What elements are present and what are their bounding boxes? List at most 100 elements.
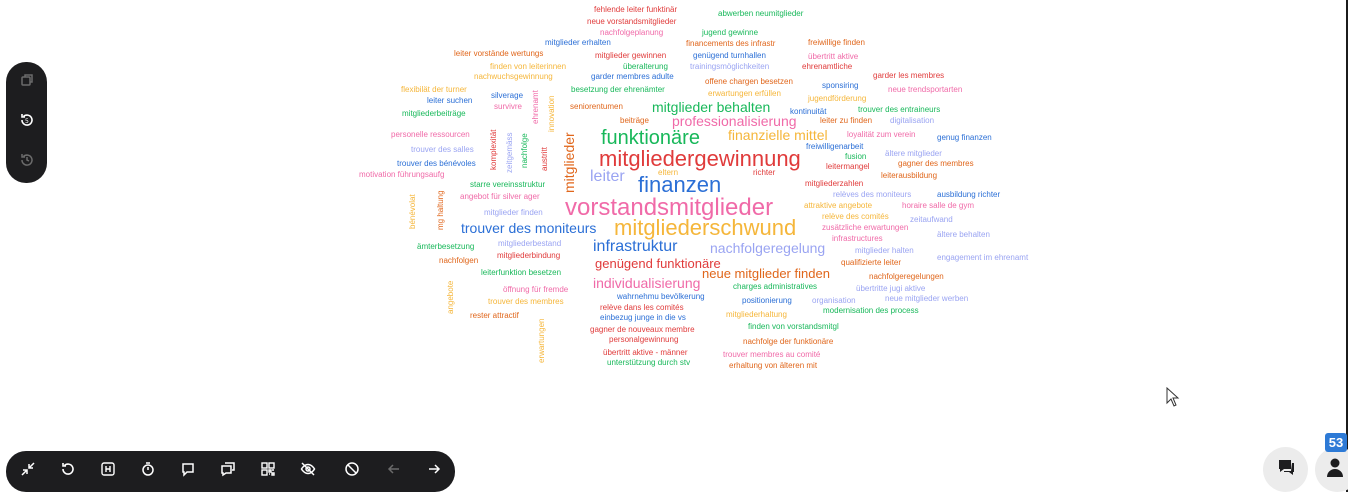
- vertical-cloud-word: mg haltung: [436, 190, 445, 230]
- cloud-word: loyalität zum verein: [847, 130, 916, 139]
- cloud-word: qualifizierte leiter: [841, 258, 902, 267]
- replay-icon: 5: [19, 112, 35, 133]
- cloud-word: mitglieder halten: [855, 246, 914, 255]
- vertical-cloud-word: bénévolat: [408, 194, 417, 229]
- cloud-word: genügend turnhallen: [693, 51, 766, 60]
- cloud-word: mitgliederbindung: [497, 251, 561, 260]
- cloud-word: übertritt aktive: [808, 52, 859, 61]
- cloud-word: trouver des salles: [411, 145, 474, 154]
- cloud-word: personelle ressourcen: [391, 130, 470, 139]
- cloud-word: beiträge: [620, 116, 649, 125]
- cloud-word: trouver des bénévoles: [397, 159, 476, 168]
- mouse-cursor-icon: [1166, 387, 1180, 407]
- cloud-word: mitglieder finden: [484, 208, 543, 217]
- cloud-word: leiter: [590, 168, 625, 185]
- cloud-word: erwartungen erfüllen: [708, 89, 781, 98]
- cloud-word: leiterfunktion besetzen: [481, 268, 562, 277]
- cloud-word: mitgliederschwund: [614, 215, 797, 240]
- cloud-word: starre vereinsstruktur: [470, 180, 546, 189]
- cloud-word: finden von vorstandsmitgl: [748, 322, 839, 331]
- qr-code-icon: [260, 461, 276, 482]
- cloud-word: individualisierung: [593, 275, 701, 291]
- cloud-word: mitgliederhaltung: [726, 310, 787, 319]
- cloud-word: gagner de nouveaux membre: [590, 325, 695, 334]
- cloud-word: personalgewinnung: [609, 335, 679, 344]
- layers-icon: [19, 72, 35, 93]
- comment-icon: [180, 461, 196, 482]
- collapse-icon: [20, 461, 36, 482]
- previous-button[interactable]: [382, 459, 406, 483]
- cloud-word: sponsiring: [822, 81, 859, 90]
- cloud-word: freiwilligenarbeit: [806, 142, 864, 151]
- vertical-cloud-word: angebote: [446, 280, 455, 314]
- participants-button[interactable]: [1315, 447, 1348, 492]
- cloud-word: finanzielle mittel: [728, 127, 828, 143]
- cloud-word: modernisation des process: [823, 306, 919, 315]
- cloud-word: survivre: [494, 102, 523, 111]
- block-button[interactable]: [340, 459, 364, 483]
- cloud-word: garder membres adulte: [591, 72, 674, 81]
- cloud-word: leiter suchen: [427, 96, 473, 105]
- cloud-word: ausbildung richter: [937, 190, 1001, 199]
- cloud-word: seniorentumen: [570, 102, 623, 111]
- cloud-word: ältere mitglieder: [885, 149, 942, 158]
- bottom-toolbar: [6, 451, 455, 492]
- cloud-word: nachfolgeplanung: [600, 28, 664, 37]
- vertical-cloud-word: ehrenamt: [531, 90, 540, 124]
- layers-button[interactable]: [14, 70, 39, 95]
- heading-button[interactable]: [96, 459, 120, 483]
- history-icon: [19, 152, 35, 173]
- timer-button[interactable]: [136, 459, 160, 483]
- replay-icon: [60, 461, 76, 482]
- vertical-cloud-word: erwartungen: [537, 318, 546, 363]
- cloud-word: finden von leiterinnen: [490, 62, 567, 71]
- cloud-word: leiter vorstände wertungs: [454, 49, 544, 58]
- cloud-word: leiterausbildung: [881, 171, 938, 180]
- arrow-right-icon: [426, 461, 442, 482]
- cloud-word: freiwillige finden: [808, 38, 865, 47]
- cloud-word: kontinuität: [790, 107, 827, 116]
- cloud-word: infrastruktur: [593, 238, 678, 255]
- cloud-word: trainingsmöglichkeiten: [690, 62, 770, 71]
- replay-toolbar-button[interactable]: [56, 459, 80, 483]
- cloud-word: silverage: [491, 91, 524, 100]
- chat-icon: [1275, 457, 1297, 482]
- cloud-word: charges administratives: [733, 282, 818, 291]
- cloud-word: relève des comités: [822, 212, 889, 221]
- cloud-word: trouver membres au comité: [723, 350, 821, 359]
- cloud-word: leiter zu finden: [820, 116, 873, 125]
- cloud-word: nachwuchsgewinnung: [474, 72, 553, 81]
- cloud-word: nachfolge der funktionäre: [743, 337, 834, 346]
- cloud-word: garder les membres: [873, 71, 945, 80]
- replay-button[interactable]: 5: [14, 110, 39, 135]
- cloud-word: zeitaufwand: [910, 215, 953, 224]
- svg-text:5: 5: [25, 118, 29, 125]
- cloud-word: finanzen: [638, 172, 722, 197]
- cloud-word: trouver des moniteurs: [461, 220, 597, 236]
- history-button[interactable]: [14, 150, 39, 175]
- cloud-word: genügend funktionäre: [595, 256, 721, 271]
- cloud-word: vorstandsmitglieder: [565, 194, 774, 221]
- cloud-word: überalterung: [623, 62, 668, 71]
- cloud-word: neue mitglieder werben: [885, 294, 969, 303]
- comments-button[interactable]: [216, 459, 240, 483]
- cloud-word: abwerben neumitglieder: [718, 9, 804, 18]
- comment-button[interactable]: [176, 459, 200, 483]
- cloud-word: professionalisierung: [672, 113, 797, 129]
- qr-code-button[interactable]: [256, 459, 280, 483]
- cloud-word: zusätzliche erwartungen: [822, 223, 909, 232]
- cloud-word: jugendförderung: [808, 94, 867, 103]
- cloud-word: funktionäre: [601, 127, 700, 149]
- cloud-word: richter: [753, 168, 776, 177]
- next-button[interactable]: [422, 459, 446, 483]
- cloud-word: relèves des moniteurs: [833, 190, 912, 199]
- cloud-word: engagement im ehrenamt: [937, 253, 1029, 262]
- right-edge-divider: [1346, 0, 1348, 492]
- collapse-button[interactable]: [16, 459, 40, 483]
- hide-button[interactable]: [296, 459, 320, 483]
- chat-button[interactable]: [1263, 447, 1308, 492]
- cloud-word: attraktive angebote: [804, 201, 873, 210]
- side-toolbar: 5: [6, 62, 47, 183]
- cloud-word: angebot für silver ager: [460, 192, 540, 201]
